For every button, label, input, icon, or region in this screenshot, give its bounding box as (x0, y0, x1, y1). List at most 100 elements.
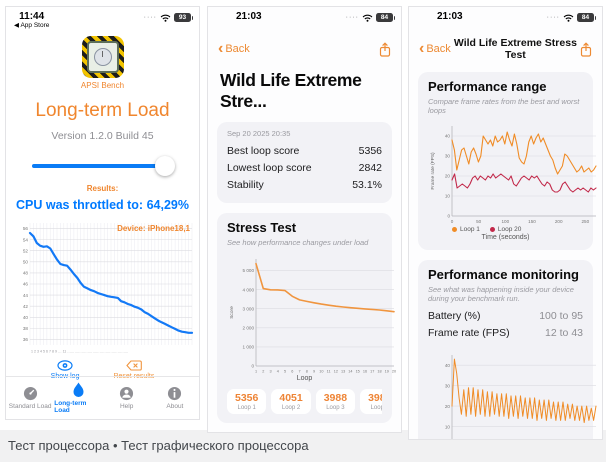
back-label: Back (225, 43, 250, 55)
svg-text:5: 5 (284, 369, 286, 373)
legend-dot (489, 227, 495, 232)
cpu-throttle-chart-svg: 36 38 40 42 44 46 48 50 52 54 56 1 2 3 4 5 6 7 8 9 … (23, 223, 194, 354)
page-title: Long-term Load (35, 100, 170, 121)
tab-long-term-load[interactable]: Long-term Load (54, 382, 102, 414)
svg-text:48: 48 (23, 271, 29, 276)
row-value: 100 to 95 (539, 310, 583, 322)
chevron-left-icon: ‹ (218, 40, 224, 57)
svg-text:10: 10 (445, 194, 451, 199)
caption-text: Тест процессора • Тест графического проц… (8, 438, 309, 453)
svg-text:19: 19 (385, 369, 389, 373)
svg-text:Frame rate (FPS): Frame rate (FPS) (430, 152, 436, 190)
svg-text:38: 38 (23, 326, 29, 331)
svg-text:56: 56 (23, 226, 29, 231)
svg-text:30: 30 (445, 154, 451, 159)
svg-text:1 000: 1 000 (243, 345, 255, 350)
legend-label: Loop 20 (497, 226, 522, 233)
clock: 21:03 (236, 11, 262, 22)
status-bar: 21:03 ···· 84 (409, 7, 602, 32)
svg-text:250: 250 (581, 219, 589, 224)
tab-standard-load[interactable]: Standard Load (6, 386, 54, 410)
svg-text:42: 42 (23, 304, 29, 309)
tab-label: Long-term Load (54, 400, 87, 414)
svg-text:0: 0 (451, 219, 454, 224)
svg-text:150: 150 (528, 219, 536, 224)
svg-text:16: 16 (363, 369, 367, 373)
section-subtitle: Compare frame rates from the best and wo… (428, 97, 580, 115)
stopwatch-icon (93, 48, 112, 66)
result-title: Wild Life Extreme Stre... (220, 70, 362, 111)
info-icon (168, 386, 182, 401)
cellular-dots-icon: ···· (345, 13, 359, 21)
clock: 21:03 (437, 11, 463, 22)
svg-text:46: 46 (23, 282, 29, 287)
clock: 11:44 (19, 11, 45, 22)
device-label: Device: iPhone18,1 (117, 224, 190, 233)
flame-icon (73, 382, 84, 397)
eye-icon (57, 360, 73, 371)
section-title: Stress Test (227, 220, 297, 235)
svg-text:44: 44 (23, 293, 29, 298)
svg-text:100: 100 (501, 219, 509, 224)
svg-text:8: 8 (306, 369, 308, 373)
svg-text:4 000: 4 000 (243, 287, 255, 292)
loop-chip: 3984Loop 4 (360, 389, 382, 414)
fps-monitoring-chart-svg: 01020304002004006008001 000 (445, 355, 597, 439)
share-icon (379, 41, 391, 57)
score-summary-card: Sep 20 2025 20:35 Best loop score 5356 Lo… (217, 122, 392, 203)
nav-title: Wild Life Extreme Stress Test (453, 37, 577, 61)
svg-text:1: 1 (255, 369, 257, 373)
stress-test-card: Stress Test See how performance changes … (217, 213, 396, 423)
battery-indicator: 84 (376, 13, 395, 22)
apsi-bench-screen: 11:44 ◀ App Store ···· 93 APSI Bench Lon… (5, 6, 200, 420)
back-button[interactable]: ‹ Back (218, 40, 250, 57)
wifi-icon (362, 14, 373, 22)
svg-text:20: 20 (445, 404, 451, 409)
cellular-dots-icon: ···· (546, 13, 560, 21)
back-to-app-store-link[interactable]: ◀ App Store (14, 22, 50, 29)
version-label: Version 1.2.0 Build 45 (51, 130, 154, 142)
wifi-icon (160, 14, 171, 22)
svg-text:1 2 3 4 5 6 7 8 9 … 11 …………………: 1 2 3 4 5 6 7 8 9 … 11 …………………………………………… (31, 350, 129, 354)
row-value: 2842 (358, 162, 382, 174)
svg-text:0: 0 (447, 214, 450, 219)
share-button[interactable] (379, 41, 391, 57)
row-label: Frame rate (FPS) (428, 327, 510, 339)
tab-about[interactable]: About (151, 386, 199, 410)
legend-dot (452, 227, 457, 232)
battery-indicator: 84 (577, 13, 596, 22)
progress-slider[interactable] (32, 156, 175, 176)
benchmark-result-screen: 21:03 ···· 84 ‹ Back (207, 6, 402, 433)
loop-chip: 5356 Loop 1 (227, 389, 267, 414)
svg-text:40: 40 (23, 315, 29, 320)
slider-knob[interactable] (155, 156, 175, 176)
svg-text:10: 10 (319, 369, 323, 373)
backspace-clear-icon (126, 360, 142, 371)
section-title: Performance monitoring (428, 267, 579, 282)
row-label: Battery (%) (428, 310, 481, 322)
row-label: Lowest loop score (227, 162, 312, 174)
svg-text:20: 20 (445, 174, 451, 179)
performance-range-card: Performance range Compare frame rates fr… (418, 72, 597, 250)
svg-text:40: 40 (445, 363, 451, 368)
svg-text:54: 54 (23, 237, 29, 242)
svg-text:11: 11 (327, 369, 331, 373)
svg-text:4: 4 (277, 369, 279, 373)
svg-text:2 000: 2 000 (243, 325, 255, 330)
battery-indicator: 93 (174, 13, 193, 22)
cpu-throttle-chart: Device: iPhone18,1 36 38 40 42 44 46 48 50 52 54 5… (11, 218, 196, 354)
tab-help[interactable]: Help (103, 386, 151, 410)
share-button[interactable] (580, 41, 592, 57)
tab-label: About (166, 403, 184, 410)
support-person-icon (120, 386, 134, 401)
back-button[interactable]: ‹ Back (419, 41, 451, 57)
section-subtitle: See how performance changes under load (227, 238, 369, 247)
svg-text:50: 50 (476, 219, 482, 224)
results-label: Results: (86, 184, 119, 193)
nav-bar: ‹ Back (208, 36, 401, 62)
row-value: 53.1% (352, 179, 382, 191)
cellular-dots-icon: ···· (143, 13, 157, 21)
svg-text:40: 40 (445, 134, 451, 139)
svg-text:6: 6 (291, 369, 293, 373)
gauge-icon (23, 386, 37, 401)
